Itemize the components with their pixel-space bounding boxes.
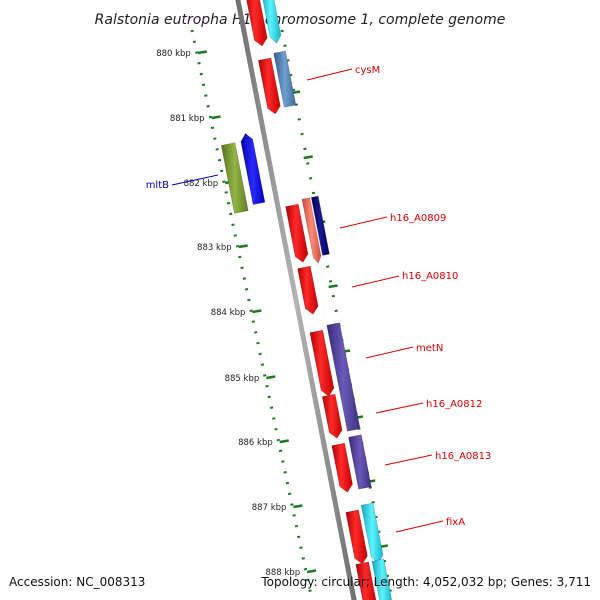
gene-feature-h16_A0809	[301, 197, 322, 265]
gene-feature	[355, 561, 377, 600]
map-title: Ralstonia eutropha H16 chromosome 1, com…	[95, 12, 506, 28]
gene-label-h16_A0813[interactable]: h16_A0813	[435, 451, 491, 462]
leader-line	[351, 275, 400, 288]
gene-feature	[345, 509, 368, 565]
tick-label: 884 kbp	[211, 308, 246, 318]
gene-feature-mltB	[240, 133, 266, 205]
gene-feature-h16_A0812	[321, 393, 343, 439]
ruler-major-tick	[293, 504, 303, 509]
gene-label-metN[interactable]: metN	[416, 343, 443, 354]
leader-line	[365, 346, 414, 359]
gene-label-h16_A0812[interactable]: h16_A0812	[426, 399, 482, 410]
gene-label-h16_A0809[interactable]: h16_A0809	[390, 213, 446, 224]
ruler-major-tick	[252, 309, 262, 314]
accession-text: Accession: NC_008313	[9, 575, 145, 589]
gene-label-cysM[interactable]: cysM	[355, 65, 380, 76]
leader-line	[395, 520, 444, 533]
ruler-major-tick	[279, 439, 289, 444]
leader-line	[306, 68, 353, 81]
gene-feature	[309, 329, 335, 397]
gene-feature-cysM-partner	[273, 50, 297, 108]
gene-feature-h16_A0809-partner	[310, 195, 330, 256]
ruler-major-tick	[238, 244, 248, 249]
gene-label-fixA[interactable]: fixA	[446, 517, 465, 528]
leader-line	[171, 174, 219, 186]
leader-line	[375, 402, 424, 414]
scale-tick-labels: 880 kbp 881 kbp 882 kbp 883 kbp 884 kbp …	[156, 49, 300, 578]
ruler-major-tick	[306, 569, 317, 574]
ruler-major-tick	[211, 115, 221, 120]
gene-feature-h16_A0810	[297, 265, 319, 315]
tick-label: 888 kbp	[265, 568, 300, 578]
gene-feature	[285, 203, 309, 263]
gene-feature	[262, 0, 282, 44]
backbone-line	[235, 0, 357, 600]
gene-feature-metN	[326, 322, 361, 432]
ruler-major-tick	[197, 50, 208, 55]
ruler-dotted-line	[190, 29, 314, 600]
tick-label: 885 kbp	[225, 374, 260, 384]
tick-label: 881 kbp	[170, 114, 205, 124]
gene-feature	[246, 0, 268, 47]
ruler-major-tick	[266, 375, 276, 380]
gene-feature-cysM	[257, 57, 281, 115]
gene-label-mltB[interactable]: mltB	[146, 180, 169, 191]
gene-feature	[371, 558, 393, 600]
gene-label-leaders	[171, 68, 444, 533]
ruler-right-tick	[328, 284, 338, 289]
gene-features	[220, 0, 393, 600]
gene-labels: cysM mltB h16_A0809 h16_A0810 metN h16_A…	[146, 65, 492, 528]
tick-label: 886 kbp	[238, 438, 273, 448]
leader-line	[384, 454, 433, 466]
leader-line	[339, 216, 388, 229]
ruler-right-tick	[303, 155, 313, 160]
genome-info-text: Topology: circular; Length: 4,052,032 bp…	[260, 575, 591, 589]
gene-label-h16_A0810[interactable]: h16_A0810	[402, 271, 458, 282]
tick-label: 887 kbp	[252, 503, 287, 513]
gene-feature-mltB-partner	[220, 142, 249, 214]
gene-feature-h16_A0813	[348, 434, 372, 490]
gene-feature	[331, 442, 353, 493]
tick-label: 880 kbp	[156, 49, 191, 59]
tick-label: 882 kbp	[184, 179, 219, 189]
gene-feature-fixA	[360, 502, 384, 564]
tick-label: 883 kbp	[197, 243, 232, 253]
chromosome-backbone	[235, 0, 357, 600]
